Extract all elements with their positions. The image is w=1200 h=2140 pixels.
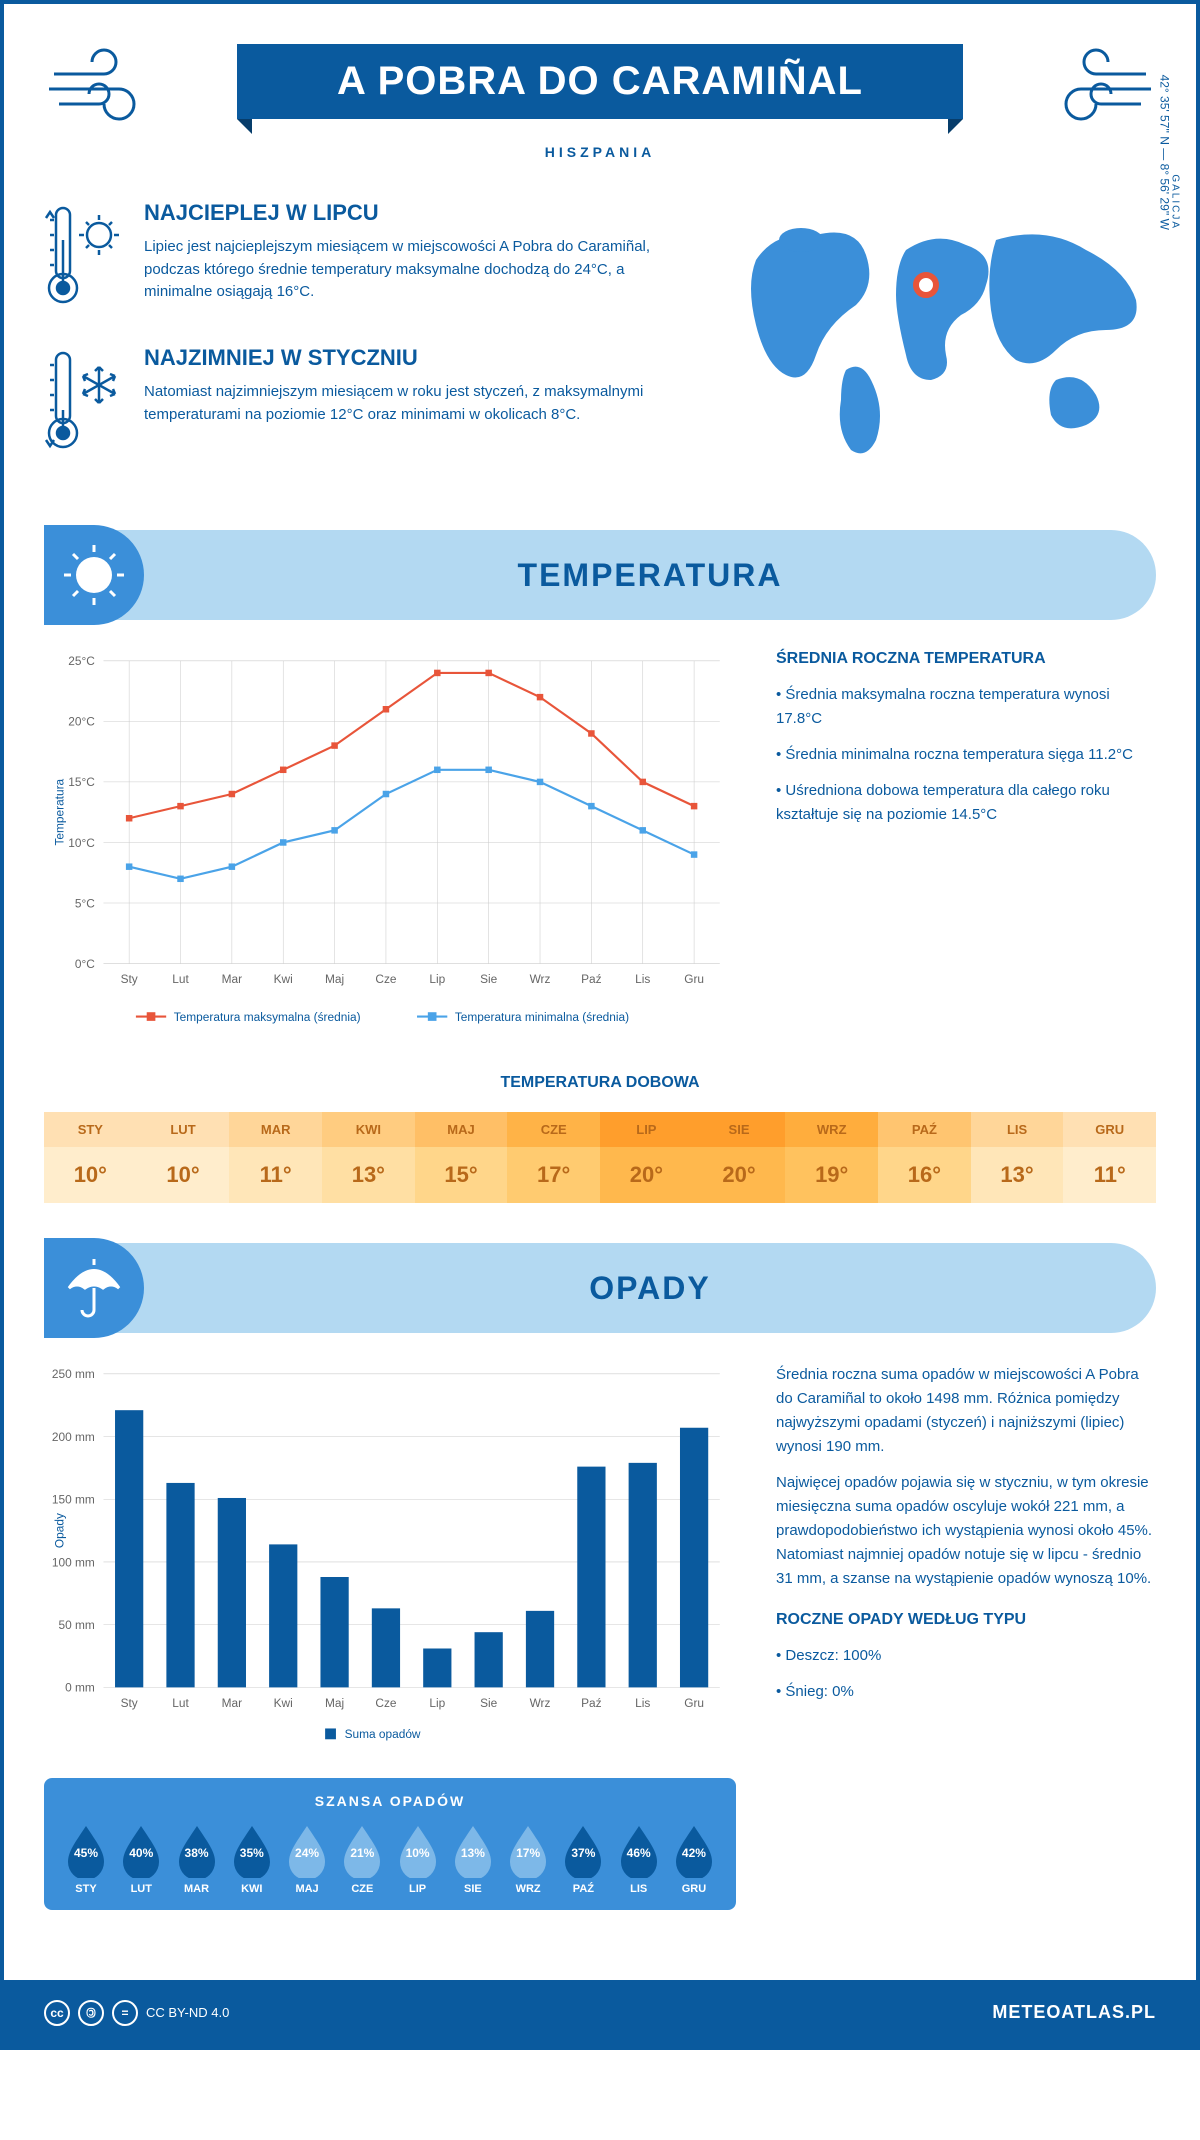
wind-icon <box>1036 44 1156 129</box>
world-map <box>716 200 1156 460</box>
svg-text:0°C: 0°C <box>75 957 95 971</box>
svg-text:50 mm: 50 mm <box>59 1618 95 1632</box>
svg-text:Lut: Lut <box>172 1696 189 1710</box>
rain-chance-box: SZANSA OPADÓW 45%STY40%LUT 38%MAR35%KWI24… <box>44 1778 736 1910</box>
temperature-section-title: TEMPERATURA <box>144 557 1156 594</box>
temperature-line-chart: 0°C 5°C 10°C 15°C 20°C 25°C Sty Lut Mar Kwi Maj Cze… <box>44 650 736 1039</box>
site-name: METEOATLAS.PL <box>992 2002 1156 2023</box>
warmest-text: Lipiec jest najcieplejszym miesiącem w m… <box>144 236 676 304</box>
chance-item: 40%LUT <box>119 1824 163 1895</box>
chance-title: SZANSA OPADÓW <box>64 1793 716 1809</box>
svg-text:Maj: Maj <box>325 972 344 986</box>
svg-text:25°C: 25°C <box>68 654 95 668</box>
svg-text:Temperatura minimalna (średnia: Temperatura minimalna (średnia) <box>455 1010 629 1024</box>
svg-text:100 mm: 100 mm <box>52 1556 95 1570</box>
chance-item: 21%CZE <box>340 1824 384 1895</box>
svg-text:Lis: Lis <box>635 972 650 986</box>
svg-text:Kwi: Kwi <box>274 1696 293 1710</box>
page-subtitle: HISZPANIA <box>44 144 1156 160</box>
warmest-title: NAJCIEPLEJ W LIPCU <box>144 200 676 226</box>
chance-item: 35%KWI <box>230 1824 274 1895</box>
svg-text:Temperatura: Temperatura <box>52 778 66 845</box>
svg-text:Maj: Maj <box>325 1696 344 1710</box>
temp-info-title: ŚREDNIA ROCZNA TEMPERATURA <box>776 650 1156 668</box>
svg-text:200 mm: 200 mm <box>52 1430 95 1444</box>
svg-text:150 mm: 150 mm <box>52 1493 95 1507</box>
chance-item: 42%GRU <box>672 1824 716 1895</box>
region-label: GALICJA <box>1170 174 1181 230</box>
thermometer-sun-icon <box>44 200 124 315</box>
chance-item: 38%MAR <box>175 1824 219 1895</box>
precip-type-line: • Śnieg: 0% <box>776 1680 1156 1704</box>
svg-text:Sie: Sie <box>480 1696 498 1710</box>
svg-text:Kwi: Kwi <box>274 972 293 986</box>
svg-text:Lut: Lut <box>172 972 189 986</box>
svg-text:Temperatura maksymalna (średni: Temperatura maksymalna (średnia) <box>174 1010 361 1024</box>
svg-text:Mar: Mar <box>222 1696 242 1710</box>
precip-info-line: Średnia roczna suma opadów w miejscowośc… <box>776 1363 1156 1459</box>
svg-text:Sty: Sty <box>121 1696 138 1710</box>
svg-text:Sie: Sie <box>480 972 498 986</box>
svg-text:Paź: Paź <box>581 972 602 986</box>
coordinates: 42° 35' 57'' N — 8° 56' 29'' W <box>1157 75 1171 230</box>
chance-item: 10%LIP <box>396 1824 440 1895</box>
svg-text:Cze: Cze <box>375 972 397 986</box>
chance-item: 17%WRZ <box>506 1824 550 1895</box>
svg-text:Opady: Opady <box>52 1513 66 1548</box>
svg-text:Cze: Cze <box>375 1696 397 1710</box>
svg-text:Paź: Paź <box>581 1696 602 1710</box>
chance-item: 37%PAŹ <box>561 1824 605 1895</box>
precip-info-line: Najwięcej opadów pojawia się w styczniu,… <box>776 1471 1156 1591</box>
svg-text:Sty: Sty <box>121 972 138 986</box>
chance-item: 24%MAJ <box>285 1824 329 1895</box>
license-info: cc 🄯 = CC BY-ND 4.0 <box>44 2000 229 2026</box>
chance-item: 13%SIE <box>451 1824 495 1895</box>
svg-text:Lip: Lip <box>429 1696 445 1710</box>
svg-text:0 mm: 0 mm <box>65 1681 95 1695</box>
coldest-text: Natomiast najzimniejszym miesiącem w rok… <box>144 381 676 426</box>
daily-temp-table: STY10°LUT10°MAR11°KWI13°MAJ15°CZE17°LIP2… <box>44 1112 1156 1203</box>
wind-icon <box>44 44 164 129</box>
temp-info-line: • Średnia maksymalna roczna temperatura … <box>776 683 1156 731</box>
precip-section-title: OPADY <box>144 1270 1156 1307</box>
precip-bar-chart: 0 mm 50 mm 100 mm 150 mm 200 mm 250 mm Sty Lut M… <box>44 1363 736 1752</box>
temp-info-line: • Uśredniona dobowa temperatura dla całe… <box>776 779 1156 827</box>
page-title: A POBRA DO CARAMIÑAL <box>237 44 963 119</box>
svg-text:10°C: 10°C <box>68 836 95 850</box>
svg-text:Lis: Lis <box>635 1696 650 1710</box>
precip-type-line: • Deszcz: 100% <box>776 1644 1156 1668</box>
svg-text:Mar: Mar <box>222 972 242 986</box>
chance-item: 45%STY <box>64 1824 108 1895</box>
chance-item: 46%LIS <box>617 1824 661 1895</box>
thermometer-snow-icon <box>44 345 124 460</box>
svg-text:15°C: 15°C <box>68 775 95 789</box>
svg-text:Wrz: Wrz <box>530 972 551 986</box>
svg-text:20°C: 20°C <box>68 715 95 729</box>
svg-text:Suma opadów: Suma opadów <box>345 1727 421 1741</box>
svg-text:Lip: Lip <box>429 972 445 986</box>
sun-icon <box>44 525 144 625</box>
coldest-title: NAJZIMNIEJ W STYCZNIU <box>144 345 676 371</box>
svg-text:250 mm: 250 mm <box>52 1367 95 1381</box>
daily-temp-title: TEMPERATURA DOBOWA <box>44 1074 1156 1092</box>
temp-info-line: • Średnia minimalna roczna temperatura s… <box>776 743 1156 767</box>
precip-type-title: ROCZNE OPADY WEDŁUG TYPU <box>776 1611 1156 1629</box>
umbrella-icon <box>44 1238 144 1338</box>
svg-text:Wrz: Wrz <box>530 1696 551 1710</box>
svg-text:Gru: Gru <box>684 972 704 986</box>
svg-text:Gru: Gru <box>684 1696 704 1710</box>
svg-text:5°C: 5°C <box>75 896 95 910</box>
